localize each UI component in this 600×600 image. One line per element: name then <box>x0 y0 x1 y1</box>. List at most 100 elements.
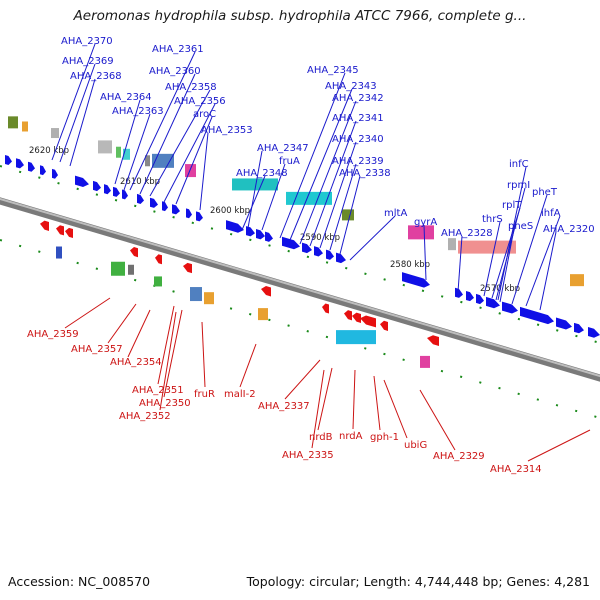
gene-label-forward: AHA_2361 <box>152 44 204 55</box>
leader-line-forward <box>299 100 357 245</box>
gene-label-reverse: AHA_2337 <box>258 401 310 412</box>
gene-label-reverse: AHA_2359 <box>27 329 79 340</box>
gene-arrow-forward <box>556 317 572 330</box>
gene-arrow-reverse <box>427 335 439 347</box>
gene-label-forward: AHA_2343 <box>325 81 377 92</box>
gene-arrow-forward <box>314 246 323 257</box>
gene-features <box>5 116 600 368</box>
gene-label-forward: ihfA <box>541 208 561 219</box>
gene-label-forward: AHA_2320 <box>543 224 595 235</box>
gene-label-forward: AHA_2348 <box>236 168 288 179</box>
gene-label-reverse: AHA_2314 <box>490 464 542 475</box>
gene-arrow-reverse <box>56 225 64 236</box>
leader-line-forward <box>349 215 396 261</box>
gene-arrow-forward <box>588 326 600 338</box>
tick-label: 2600 kbp <box>210 206 250 216</box>
leader-line-forward <box>279 72 346 239</box>
gene-arrow-reverse <box>322 303 329 314</box>
gene-arrow-reverse <box>183 262 192 274</box>
feature-box <box>336 330 376 345</box>
ruler-line-outer <box>0 165 600 344</box>
gene-arrow-forward <box>265 231 273 242</box>
gene-arrow-forward <box>186 208 192 219</box>
leader-line-forward <box>497 166 527 301</box>
gene-label-forward: mltA <box>384 208 407 219</box>
gene-label-reverse: AHA_2352 <box>119 411 171 422</box>
gene-arrow-reverse <box>344 310 352 321</box>
gene-arrow-forward <box>574 322 584 334</box>
leader-line-forward <box>339 175 361 255</box>
gene-label-forward: rplT <box>502 200 522 211</box>
gene-arrow-forward <box>5 154 12 166</box>
gene-arrow-forward <box>476 293 484 305</box>
leader-line-forward <box>525 215 561 307</box>
gene-label-forward: AHA_2345 <box>307 65 359 76</box>
gene-arrow-forward <box>256 229 265 240</box>
tick-label: 2610 kbp <box>120 177 160 187</box>
gene-label-forward: AHA_2358 <box>165 82 217 93</box>
gene-label-reverse: nrdB <box>309 432 333 443</box>
gene-label-forward: AHA_2328 <box>441 228 493 239</box>
gene-arrow-forward <box>137 193 144 204</box>
gene-label-forward: pheS <box>508 221 533 232</box>
gene-label-reverse: AHA_2351 <box>132 385 184 396</box>
feature-box <box>128 264 134 275</box>
gene-label-reverse: ubiG <box>404 440 427 451</box>
gene-label-forward: AHA_2364 <box>100 92 152 103</box>
feature-box <box>232 178 278 191</box>
gene-arrow-forward <box>486 296 500 309</box>
gene-arrow-forward <box>75 175 89 187</box>
feature-box <box>152 153 174 168</box>
leader-line-forward <box>499 228 515 303</box>
gene-arrow-forward <box>502 301 518 314</box>
gene-label-reverse: gph-1 <box>370 432 399 443</box>
gene-label-forward: AHA_2363 <box>112 106 164 117</box>
gene-label-forward: AHA_2356 <box>174 96 226 107</box>
leader-line-forward <box>59 63 96 163</box>
genome-backbone <box>0 197 600 382</box>
gene-label-reverse: AHA_2329 <box>433 451 485 462</box>
leader-line-forward <box>129 51 196 191</box>
gene-label-reverse: AHA_2335 <box>282 450 334 461</box>
leader-line-reverse <box>419 389 456 451</box>
feature-box <box>420 355 430 368</box>
leader-line-forward <box>69 78 96 167</box>
gene-label-reverse: nrdA <box>339 431 363 442</box>
gene-arrow-forward <box>28 161 35 172</box>
feature-box <box>342 209 354 221</box>
gene-label-reverse: AHA_2350 <box>139 398 191 409</box>
leader-line-reverse <box>527 429 591 462</box>
gene-arrow-forward <box>302 242 312 254</box>
leader-line-reverse <box>239 343 257 388</box>
leader-line-forward <box>319 141 357 249</box>
leader-line-forward <box>241 175 266 231</box>
leader-line-forward <box>175 116 213 205</box>
leader-line-reverse <box>201 321 206 388</box>
leader-line-reverse <box>352 369 356 430</box>
leader-line-forward <box>163 103 216 203</box>
gene-label-reverse: AHA_2354 <box>110 357 162 368</box>
feature-box <box>190 287 202 302</box>
leader-line-reverse <box>284 359 321 400</box>
leader-line-forward <box>114 99 141 185</box>
gene-label-forward: AHA_2369 <box>62 56 114 67</box>
gene-arrow-forward <box>520 306 554 325</box>
leader-line-reverse <box>157 305 175 385</box>
gene-arrow-reverse <box>380 320 388 331</box>
gene-arrow-forward <box>402 272 430 288</box>
leader-line-reverse <box>383 379 408 439</box>
leader-line-forward <box>495 187 526 301</box>
leader-line-reverse <box>107 303 137 344</box>
feature-box <box>286 191 332 205</box>
genome-summary-text: Topology: circular; Length: 4,744,448 bp… <box>246 574 590 589</box>
gene-arrow-forward <box>326 249 334 260</box>
leader-line-forward <box>149 89 211 197</box>
gene-label-forward: thrS <box>482 214 503 225</box>
gene-arrow-reverse <box>65 227 73 239</box>
gene-arrow-forward <box>40 165 46 176</box>
leader-line-forward <box>539 231 557 311</box>
gene-arrow-forward <box>93 180 101 192</box>
gene-label-forward: AHA_2347 <box>257 143 309 154</box>
feature-box <box>56 246 62 259</box>
